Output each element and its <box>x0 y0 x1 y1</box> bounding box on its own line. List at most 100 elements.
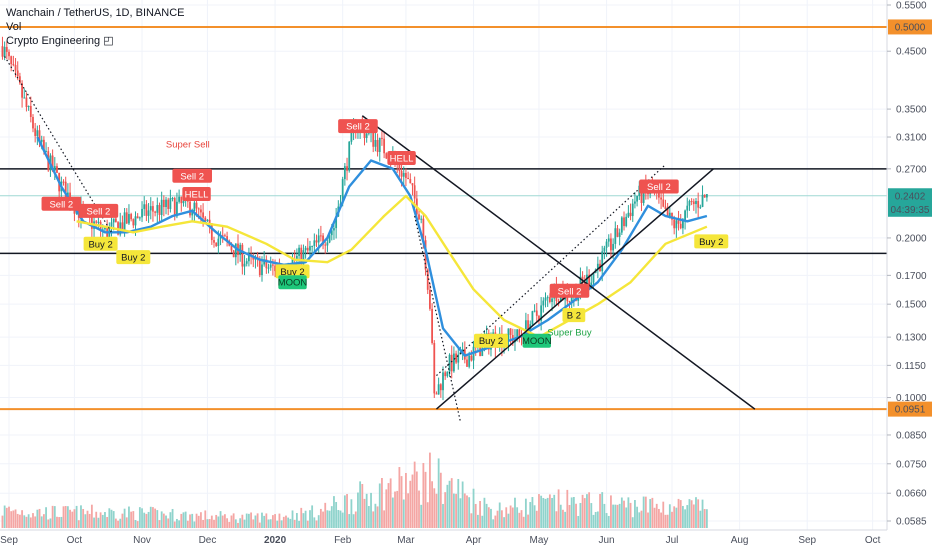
volume-bar <box>365 493 368 528</box>
time-tick-label: Mar <box>397 535 415 546</box>
price-label-box <box>888 201 932 217</box>
volume-bar <box>245 513 248 528</box>
candle-body <box>319 235 322 237</box>
legend-indicator[interactable]: Crypto Engineering ◰ <box>6 35 114 47</box>
candle-body <box>455 353 457 363</box>
candle-body <box>191 210 194 216</box>
volume-bar <box>450 478 453 528</box>
volume-bar <box>538 494 540 528</box>
volume-bar <box>673 506 676 528</box>
signal-label: Buy 2 <box>280 267 304 278</box>
volume-bar <box>483 497 486 528</box>
candle-body <box>53 166 56 171</box>
candle-body <box>413 185 416 199</box>
candle-body <box>679 223 682 229</box>
signal-label: Buy 2 <box>88 239 112 250</box>
volume-bar <box>23 515 26 528</box>
candle-body <box>466 359 468 367</box>
time-axis[interactable] <box>0 529 932 550</box>
volume-bar <box>171 508 174 528</box>
candle-body <box>437 384 440 395</box>
price-tick-label: 0.3100 <box>896 133 927 144</box>
volume-bar <box>10 511 13 528</box>
price-axis[interactable] <box>886 0 932 550</box>
candle-body <box>405 172 407 178</box>
volume-bar <box>444 492 447 528</box>
candle-body <box>538 315 540 321</box>
candle-body <box>535 310 538 316</box>
signal-label: HELL <box>185 190 209 201</box>
signal-box <box>275 264 310 279</box>
volume-bar <box>551 497 553 528</box>
signal-label: Sell 2 <box>647 182 671 193</box>
volume-bar <box>162 513 165 528</box>
candle-body <box>34 128 37 136</box>
signal-box <box>41 196 82 211</box>
chart-grid <box>0 0 887 530</box>
volume-bar <box>19 514 21 528</box>
volume-bar <box>221 515 224 528</box>
candle-body <box>241 244 244 267</box>
volume-bar <box>77 520 80 528</box>
volume-bar <box>21 510 23 528</box>
candle-body <box>23 97 26 99</box>
trend-line <box>361 115 756 410</box>
legend-volume[interactable]: Vol <box>6 21 22 33</box>
candle-body <box>446 371 449 377</box>
chart-annotations: Super Sell Super Buy <box>166 140 592 339</box>
candle-body <box>208 219 211 224</box>
volume-bar <box>136 521 139 528</box>
volume-bar <box>322 511 324 528</box>
candle-body <box>601 251 604 272</box>
volume-bar <box>34 516 37 528</box>
volume-bar <box>293 519 296 528</box>
volume-bar <box>32 513 34 528</box>
volume-bar <box>123 508 126 528</box>
candle-body <box>431 308 433 344</box>
volume-bar <box>36 509 39 528</box>
volume-bar <box>191 513 194 528</box>
candle-body <box>224 235 226 237</box>
volume-bar <box>505 507 508 528</box>
volume-bar <box>276 520 279 528</box>
candle-body <box>97 221 100 223</box>
candle-body <box>444 372 447 377</box>
signal-moon-marker: MOON <box>278 275 307 290</box>
volume-bar <box>474 503 477 528</box>
volume-bar <box>114 518 117 528</box>
signal-sell-marker: Sell 2 <box>172 168 212 183</box>
candle-body <box>385 153 388 159</box>
candle-body <box>193 202 196 211</box>
volume-bar <box>389 478 392 528</box>
candle-body <box>346 166 348 171</box>
volume-bar <box>540 495 543 528</box>
volume-bar <box>703 509 706 528</box>
candle-body <box>470 355 473 361</box>
volume-bar <box>217 516 220 528</box>
volume-bar <box>204 510 207 528</box>
candle-body <box>130 214 133 220</box>
candle-body <box>206 219 209 222</box>
volume-bar <box>518 512 521 528</box>
volume-bar <box>562 509 564 528</box>
volume-bar <box>640 510 643 528</box>
candle-body <box>143 204 146 209</box>
volume-bar <box>178 520 181 528</box>
volume-bar <box>520 510 523 528</box>
volume-bar <box>433 488 436 528</box>
candle-body <box>381 137 383 139</box>
volume-bar <box>291 510 294 528</box>
candle-body <box>12 64 15 66</box>
volume-bar <box>27 514 30 528</box>
volume-bar <box>341 512 344 528</box>
volume-bar <box>82 509 85 528</box>
volume-bar <box>58 517 61 528</box>
candle-body <box>688 201 691 206</box>
candle-body <box>333 228 335 231</box>
legend-title[interactable]: Wanchain / TetherUS, 1D, BINANCE <box>6 7 185 19</box>
candle-body <box>21 83 23 98</box>
volume-bar <box>644 496 647 528</box>
candle-body <box>435 393 438 395</box>
time-tick-label: Oct <box>865 535 881 546</box>
